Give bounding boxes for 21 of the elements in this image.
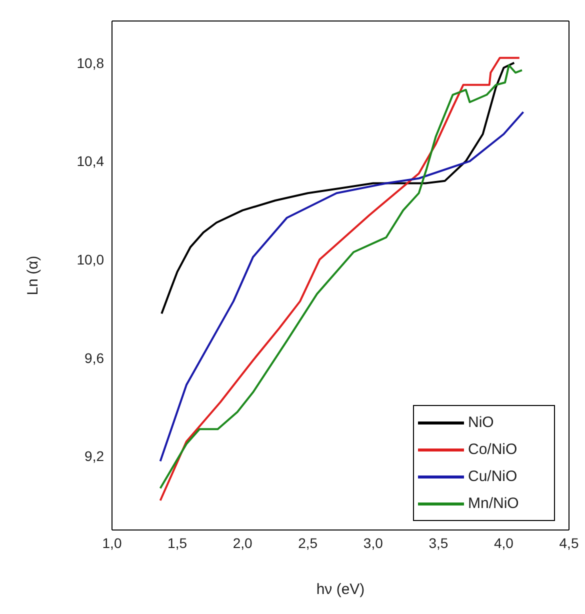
line-series	[160, 62, 516, 315]
x-axis-title: hν (eV)	[316, 581, 365, 598]
x-tick-label: 3,5	[428, 534, 448, 551]
x-tick-label: 2,0	[232, 534, 253, 551]
x-tick-label: 1,5	[168, 534, 188, 551]
legend-label: Co/NiO	[468, 440, 518, 460]
y-axis-title: Ln (α)	[24, 256, 42, 296]
x-tick-label: 4,0	[494, 534, 514, 551]
x-tick-label: 2,5	[298, 534, 318, 551]
y-tick-label: 9,6	[84, 350, 104, 366]
y-tick-label: 10,4	[76, 153, 104, 170]
y-tick-label: 10,0	[76, 251, 104, 268]
y-tick-label: 9,2	[84, 448, 104, 464]
line-series	[159, 110, 524, 462]
x-tick-label: 3,0	[363, 534, 384, 551]
legend-label: Cu/NiO	[468, 467, 518, 487]
x-tick-label: 1,0	[102, 534, 122, 551]
legend-label: Mn/NiO	[468, 494, 519, 514]
y-tick-label: 10,8	[76, 54, 104, 71]
legend-label: NiO	[468, 413, 494, 433]
x-tick-label: 4,5	[559, 534, 579, 551]
